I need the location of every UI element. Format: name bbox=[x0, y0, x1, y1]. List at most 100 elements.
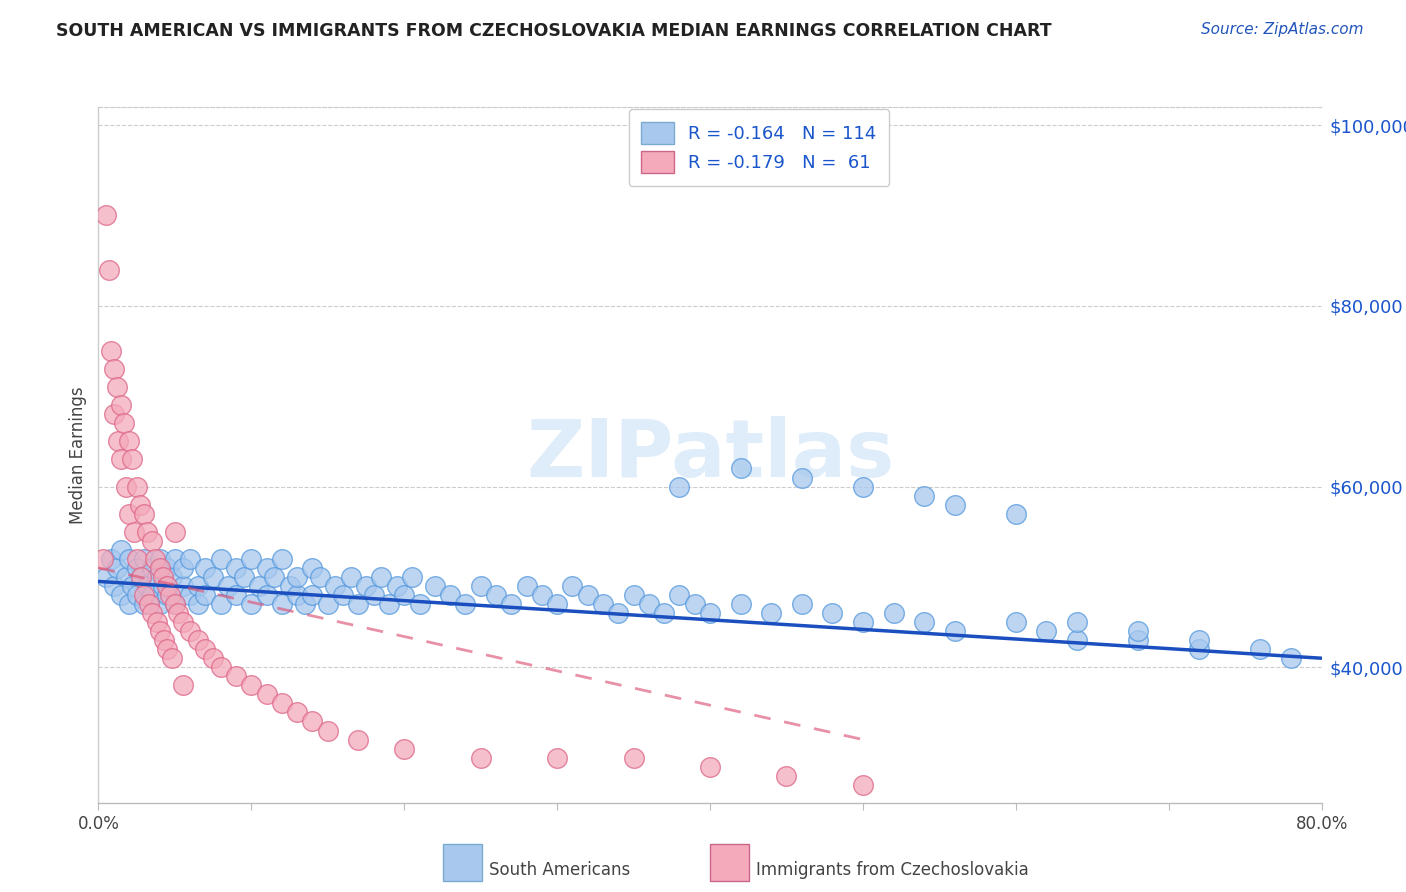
Point bbox=[225, 588, 247, 602]
Point bbox=[121, 452, 143, 467]
Point bbox=[179, 588, 201, 602]
Point bbox=[100, 344, 122, 359]
Point bbox=[145, 615, 167, 629]
Point bbox=[278, 579, 301, 593]
Point bbox=[209, 660, 232, 674]
Point bbox=[138, 597, 160, 611]
Point bbox=[112, 417, 135, 431]
Point bbox=[240, 678, 263, 692]
Point bbox=[156, 579, 179, 593]
Point bbox=[623, 750, 645, 764]
Point bbox=[470, 579, 492, 593]
Point bbox=[167, 606, 190, 620]
Point bbox=[153, 633, 176, 648]
Point bbox=[943, 624, 966, 639]
Text: SOUTH AMERICAN VS IMMIGRANTS FROM CZECHOSLOVAKIA MEDIAN EARNINGS CORRELATION CHA: SOUTH AMERICAN VS IMMIGRANTS FROM CZECHO… bbox=[56, 22, 1052, 40]
Point bbox=[501, 597, 523, 611]
Point bbox=[122, 524, 145, 539]
Point bbox=[339, 570, 361, 584]
Point bbox=[240, 597, 263, 611]
Point bbox=[294, 597, 316, 611]
Point bbox=[149, 561, 172, 575]
Point bbox=[1004, 615, 1026, 629]
Point bbox=[699, 606, 721, 620]
Point bbox=[143, 551, 166, 566]
Point bbox=[136, 524, 159, 539]
Point bbox=[187, 579, 209, 593]
Point bbox=[187, 597, 209, 611]
Point bbox=[270, 597, 292, 611]
Point bbox=[285, 570, 308, 584]
Point bbox=[136, 579, 159, 593]
Point bbox=[309, 570, 332, 584]
Point bbox=[852, 615, 875, 629]
Point bbox=[179, 551, 201, 566]
Point bbox=[103, 579, 125, 593]
Point bbox=[115, 479, 138, 493]
Point bbox=[187, 633, 209, 648]
Point bbox=[699, 759, 721, 773]
Point bbox=[194, 588, 217, 602]
Point bbox=[152, 570, 174, 584]
Point bbox=[110, 542, 132, 557]
Point bbox=[149, 597, 172, 611]
Point bbox=[912, 615, 935, 629]
Point bbox=[546, 750, 568, 764]
Point bbox=[470, 750, 492, 764]
Point bbox=[454, 597, 477, 611]
Point bbox=[270, 697, 292, 711]
Point bbox=[370, 570, 392, 584]
Point bbox=[256, 588, 278, 602]
Point bbox=[149, 624, 172, 639]
Point bbox=[263, 570, 285, 584]
Point bbox=[91, 551, 114, 566]
Point bbox=[134, 551, 156, 566]
Point bbox=[285, 588, 308, 602]
Point bbox=[149, 551, 172, 566]
Point bbox=[852, 778, 875, 792]
Point bbox=[94, 209, 117, 223]
Point bbox=[225, 669, 247, 683]
Text: Immigrants from Czechoslovakia: Immigrants from Czechoslovakia bbox=[756, 861, 1029, 879]
Point bbox=[1035, 624, 1057, 639]
Point bbox=[125, 479, 148, 493]
Point bbox=[125, 561, 148, 575]
Point bbox=[172, 678, 194, 692]
Point bbox=[325, 579, 347, 593]
Point bbox=[209, 551, 232, 566]
Point bbox=[94, 570, 117, 584]
Point bbox=[107, 434, 129, 449]
Point bbox=[392, 588, 416, 602]
Point bbox=[730, 597, 752, 611]
Point bbox=[316, 597, 339, 611]
Point bbox=[125, 588, 148, 602]
Point bbox=[637, 597, 661, 611]
Point bbox=[160, 651, 183, 665]
Text: ZIPatlas: ZIPatlas bbox=[526, 416, 894, 494]
Point bbox=[1128, 624, 1150, 639]
Point bbox=[105, 561, 128, 575]
Point bbox=[110, 398, 132, 412]
Point bbox=[125, 551, 148, 566]
Point bbox=[408, 597, 430, 611]
Point bbox=[103, 362, 125, 376]
Point bbox=[730, 461, 752, 475]
Point bbox=[163, 551, 186, 566]
Point bbox=[163, 597, 186, 611]
Legend: R = -0.164   N = 114, R = -0.179   N =  61: R = -0.164 N = 114, R = -0.179 N = 61 bbox=[628, 109, 889, 186]
Point bbox=[285, 706, 308, 720]
Point bbox=[129, 570, 152, 584]
Point bbox=[546, 597, 568, 611]
Point bbox=[301, 588, 323, 602]
Point bbox=[1066, 633, 1088, 648]
Point bbox=[141, 588, 163, 602]
Text: Source: ZipAtlas.com: Source: ZipAtlas.com bbox=[1201, 22, 1364, 37]
Point bbox=[1279, 651, 1302, 665]
Point bbox=[209, 597, 232, 611]
Point bbox=[225, 561, 247, 575]
Point bbox=[592, 597, 614, 611]
Text: South Americans: South Americans bbox=[489, 861, 630, 879]
Point bbox=[790, 597, 813, 611]
Point bbox=[576, 588, 599, 602]
Point bbox=[172, 615, 194, 629]
